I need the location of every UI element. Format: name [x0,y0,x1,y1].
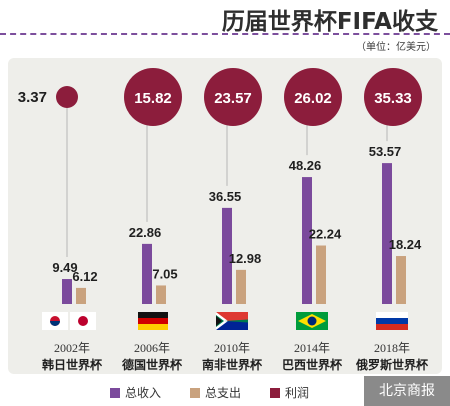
south-africa-flag-blue [216,321,248,330]
profit-bubble [204,68,262,126]
expense-bar [236,269,246,304]
expense-value-label: 18.24 [389,237,422,252]
expense-bar [316,245,326,304]
germany-flag-stripe-gold [138,324,168,330]
expense-value-label: 12.98 [229,251,262,266]
germany-flag-stripe-red [138,318,168,324]
legend-swatch-profit [270,387,280,398]
russia-flag-stripe-white [376,312,408,318]
profit-value-label: 26.02 [294,90,332,107]
category-label: 巴西世界杯 [282,357,343,372]
brazil-flag-globe [307,316,317,326]
source-watermark: 北京商报 [364,376,450,406]
revenue-bar [382,163,392,304]
legend-label-expense: 总支出 [205,386,242,400]
legend-item-expense: 总支出 [190,384,241,401]
revenue-bar [62,279,72,304]
revenue-value-label: 36.55 [209,189,242,204]
south-africa-flag-black [216,316,222,326]
revenue-value-label: 9.49 [52,260,77,275]
year-label: 2002年 [54,341,90,355]
revenue-value-label: 22.86 [129,225,162,240]
legend-swatch-revenue [110,387,120,398]
profit-bubble [124,68,182,126]
profit-value-label: 3.37 [18,89,47,106]
revenue-bar [222,207,232,304]
year-label: 2010年 [214,341,250,355]
expense-bar [156,285,166,304]
profit-bubble [284,68,342,126]
korea-flag-emblem-lower [50,321,60,326]
category-label: 俄罗斯世界杯 [355,357,429,372]
chart-title: 历届世界杯FIFA收支 [221,9,438,35]
revenue-bar [302,177,312,304]
russia-flag-stripe-blue [376,318,408,324]
year-label: 2014年 [294,341,330,355]
russia-flag-stripe-red [376,324,408,330]
expense-bar [396,256,406,304]
year-label: 2006年 [134,341,170,355]
japan-flag-sun [78,316,88,326]
legend-swatch-expense [190,387,200,398]
south-africa-flag-red [216,312,248,321]
expense-value-label: 7.05 [152,266,177,281]
category-label: 韩日世界杯 [42,357,103,372]
category-label: 德国世界杯 [122,357,183,372]
profit-value-label: 23.57 [214,90,252,107]
germany-flag-stripe-black [138,312,168,318]
year-label: 2018年 [374,341,410,355]
revenue-bar [142,243,152,304]
legend-label-revenue: 总收入 [125,386,162,400]
legend-label-profit: 利润 [285,386,310,400]
expense-value-label: 6.12 [72,269,97,284]
profit-value-label: 15.82 [134,90,172,107]
south-africa-flag-green [216,315,248,327]
title-divider [0,33,450,35]
category-label: 南非世界杯 [202,357,263,372]
expense-bar [76,287,86,304]
revenue-value-label: 48.26 [289,158,322,173]
expense-value-label: 22.24 [309,227,342,242]
legend-item-profit: 利润 [270,384,309,401]
unit-label: （单位：亿美元） [356,42,436,53]
profit-bubble [56,86,78,108]
revenue-value-label: 53.57 [369,144,402,159]
legend-item-revenue: 总收入 [110,384,161,401]
profit-value-label: 35.33 [374,90,412,107]
profit-bubble [364,68,422,126]
